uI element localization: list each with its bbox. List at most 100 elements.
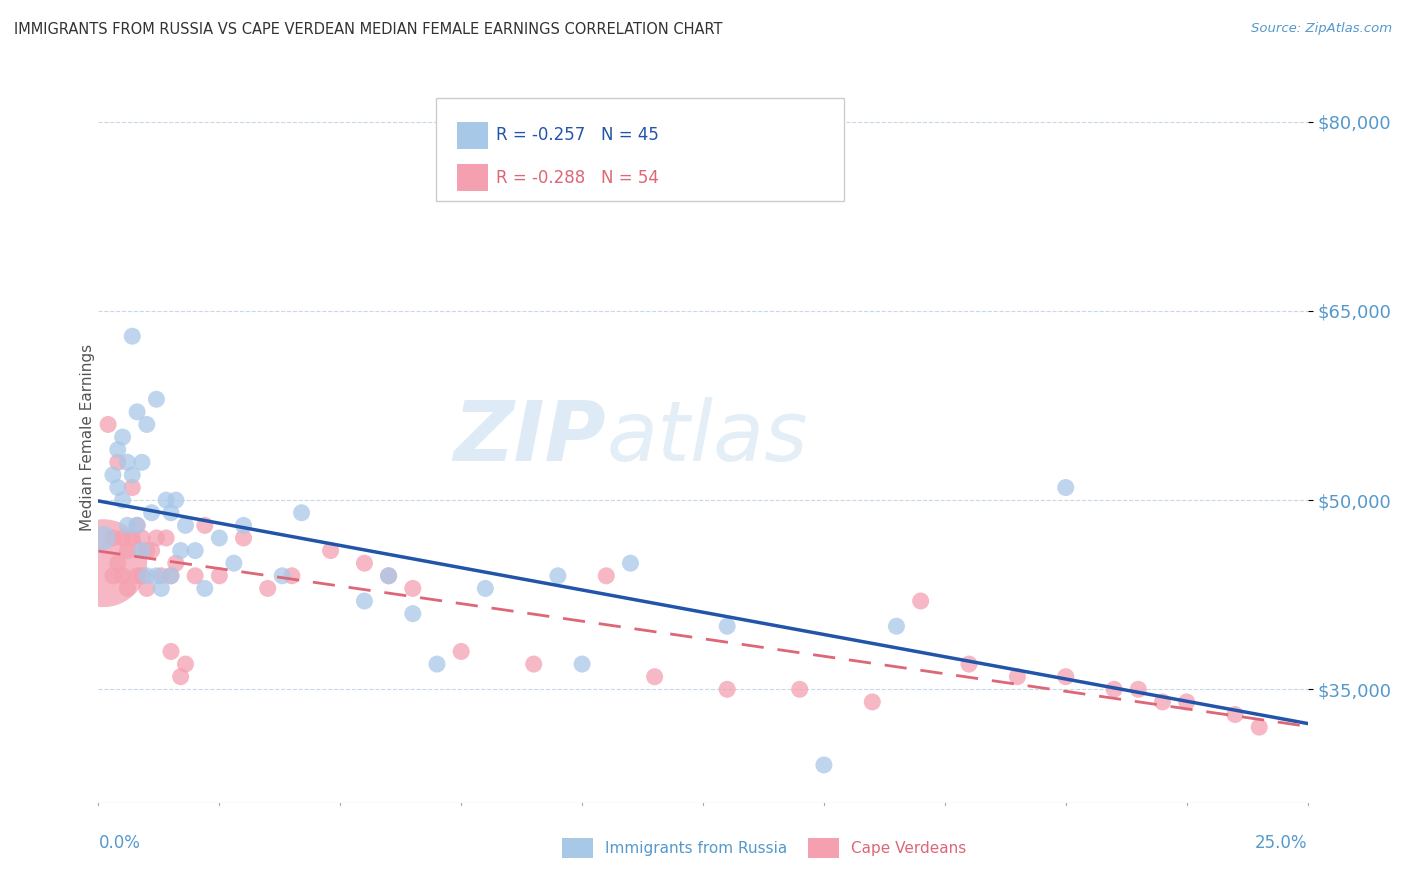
Point <box>169 543 191 558</box>
Point <box>121 481 143 495</box>
Point <box>232 518 254 533</box>
Point <box>1007 670 1029 684</box>
Point <box>232 531 254 545</box>
Point <box>155 531 177 545</box>
Point <box>121 467 143 482</box>
Point <box>174 657 197 671</box>
Point <box>716 619 738 633</box>
Point <box>111 493 134 508</box>
Point <box>107 481 129 495</box>
Point <box>145 569 167 583</box>
Point <box>135 543 157 558</box>
Point <box>121 329 143 343</box>
Point <box>131 455 153 469</box>
Text: IMMIGRANTS FROM RUSSIA VS CAPE VERDEAN MEDIAN FEMALE EARNINGS CORRELATION CHART: IMMIGRANTS FROM RUSSIA VS CAPE VERDEAN M… <box>14 22 723 37</box>
Point <box>101 569 124 583</box>
Point <box>208 531 231 545</box>
Point <box>281 569 304 583</box>
Text: ZIP: ZIP <box>454 397 606 477</box>
Text: atlas: atlas <box>606 397 808 477</box>
Point <box>910 594 932 608</box>
Point <box>353 556 375 570</box>
Point <box>101 467 124 482</box>
Point <box>426 657 449 671</box>
Point <box>127 518 149 533</box>
Point <box>571 657 593 671</box>
Point <box>111 430 134 444</box>
Point <box>319 543 342 558</box>
Point <box>1152 695 1174 709</box>
Point <box>813 758 835 772</box>
Point <box>402 607 425 621</box>
Point <box>91 556 114 570</box>
Text: R = -0.257   N = 45: R = -0.257 N = 45 <box>496 127 659 145</box>
Point <box>165 493 187 508</box>
Point <box>271 569 294 583</box>
Text: R = -0.288   N = 54: R = -0.288 N = 54 <box>496 169 659 186</box>
Point <box>1102 682 1125 697</box>
Point <box>117 455 139 469</box>
Point <box>547 569 569 583</box>
Point <box>174 518 197 533</box>
Text: Immigrants from Russia: Immigrants from Russia <box>605 841 787 855</box>
Point <box>135 582 157 596</box>
Point <box>1175 695 1198 709</box>
Point <box>127 569 149 583</box>
Point <box>160 569 183 583</box>
Point <box>107 442 129 457</box>
Point <box>1128 682 1150 697</box>
Point <box>165 556 187 570</box>
Point <box>208 569 231 583</box>
Point <box>111 531 134 545</box>
Text: 25.0%: 25.0% <box>1256 834 1308 852</box>
Point <box>135 569 157 583</box>
Point <box>957 657 980 671</box>
Point <box>117 582 139 596</box>
Y-axis label: Median Female Earnings: Median Female Earnings <box>80 343 94 531</box>
Point <box>141 543 163 558</box>
Point <box>117 518 139 533</box>
Point <box>789 682 811 697</box>
Point <box>184 569 207 583</box>
Point <box>619 556 641 570</box>
Point <box>886 619 908 633</box>
Point <box>150 569 173 583</box>
Text: Source: ZipAtlas.com: Source: ZipAtlas.com <box>1251 22 1392 36</box>
Point <box>121 531 143 545</box>
Point <box>145 392 167 407</box>
Point <box>1054 670 1077 684</box>
Point <box>160 569 183 583</box>
Text: 0.0%: 0.0% <box>98 834 141 852</box>
Point <box>107 455 129 469</box>
Point <box>127 518 149 533</box>
Point <box>117 543 139 558</box>
Point <box>353 594 375 608</box>
Point <box>595 569 617 583</box>
Point <box>222 556 245 570</box>
Point <box>107 556 129 570</box>
Point <box>150 582 173 596</box>
Point <box>377 569 399 583</box>
Point <box>131 543 153 558</box>
Point <box>135 417 157 432</box>
Point <box>160 644 183 658</box>
Point <box>194 582 217 596</box>
Point <box>131 531 153 545</box>
Point <box>194 518 217 533</box>
Point <box>91 531 114 545</box>
Point <box>127 405 149 419</box>
Point <box>450 644 472 658</box>
Point <box>111 569 134 583</box>
Point <box>1054 481 1077 495</box>
Point <box>131 569 153 583</box>
Point <box>97 417 120 432</box>
Point <box>1223 707 1246 722</box>
Point <box>141 506 163 520</box>
Point <box>860 695 883 709</box>
Point <box>523 657 546 671</box>
Point <box>644 670 666 684</box>
Point <box>145 531 167 545</box>
Point <box>377 569 399 583</box>
Point <box>402 582 425 596</box>
Point <box>155 493 177 508</box>
